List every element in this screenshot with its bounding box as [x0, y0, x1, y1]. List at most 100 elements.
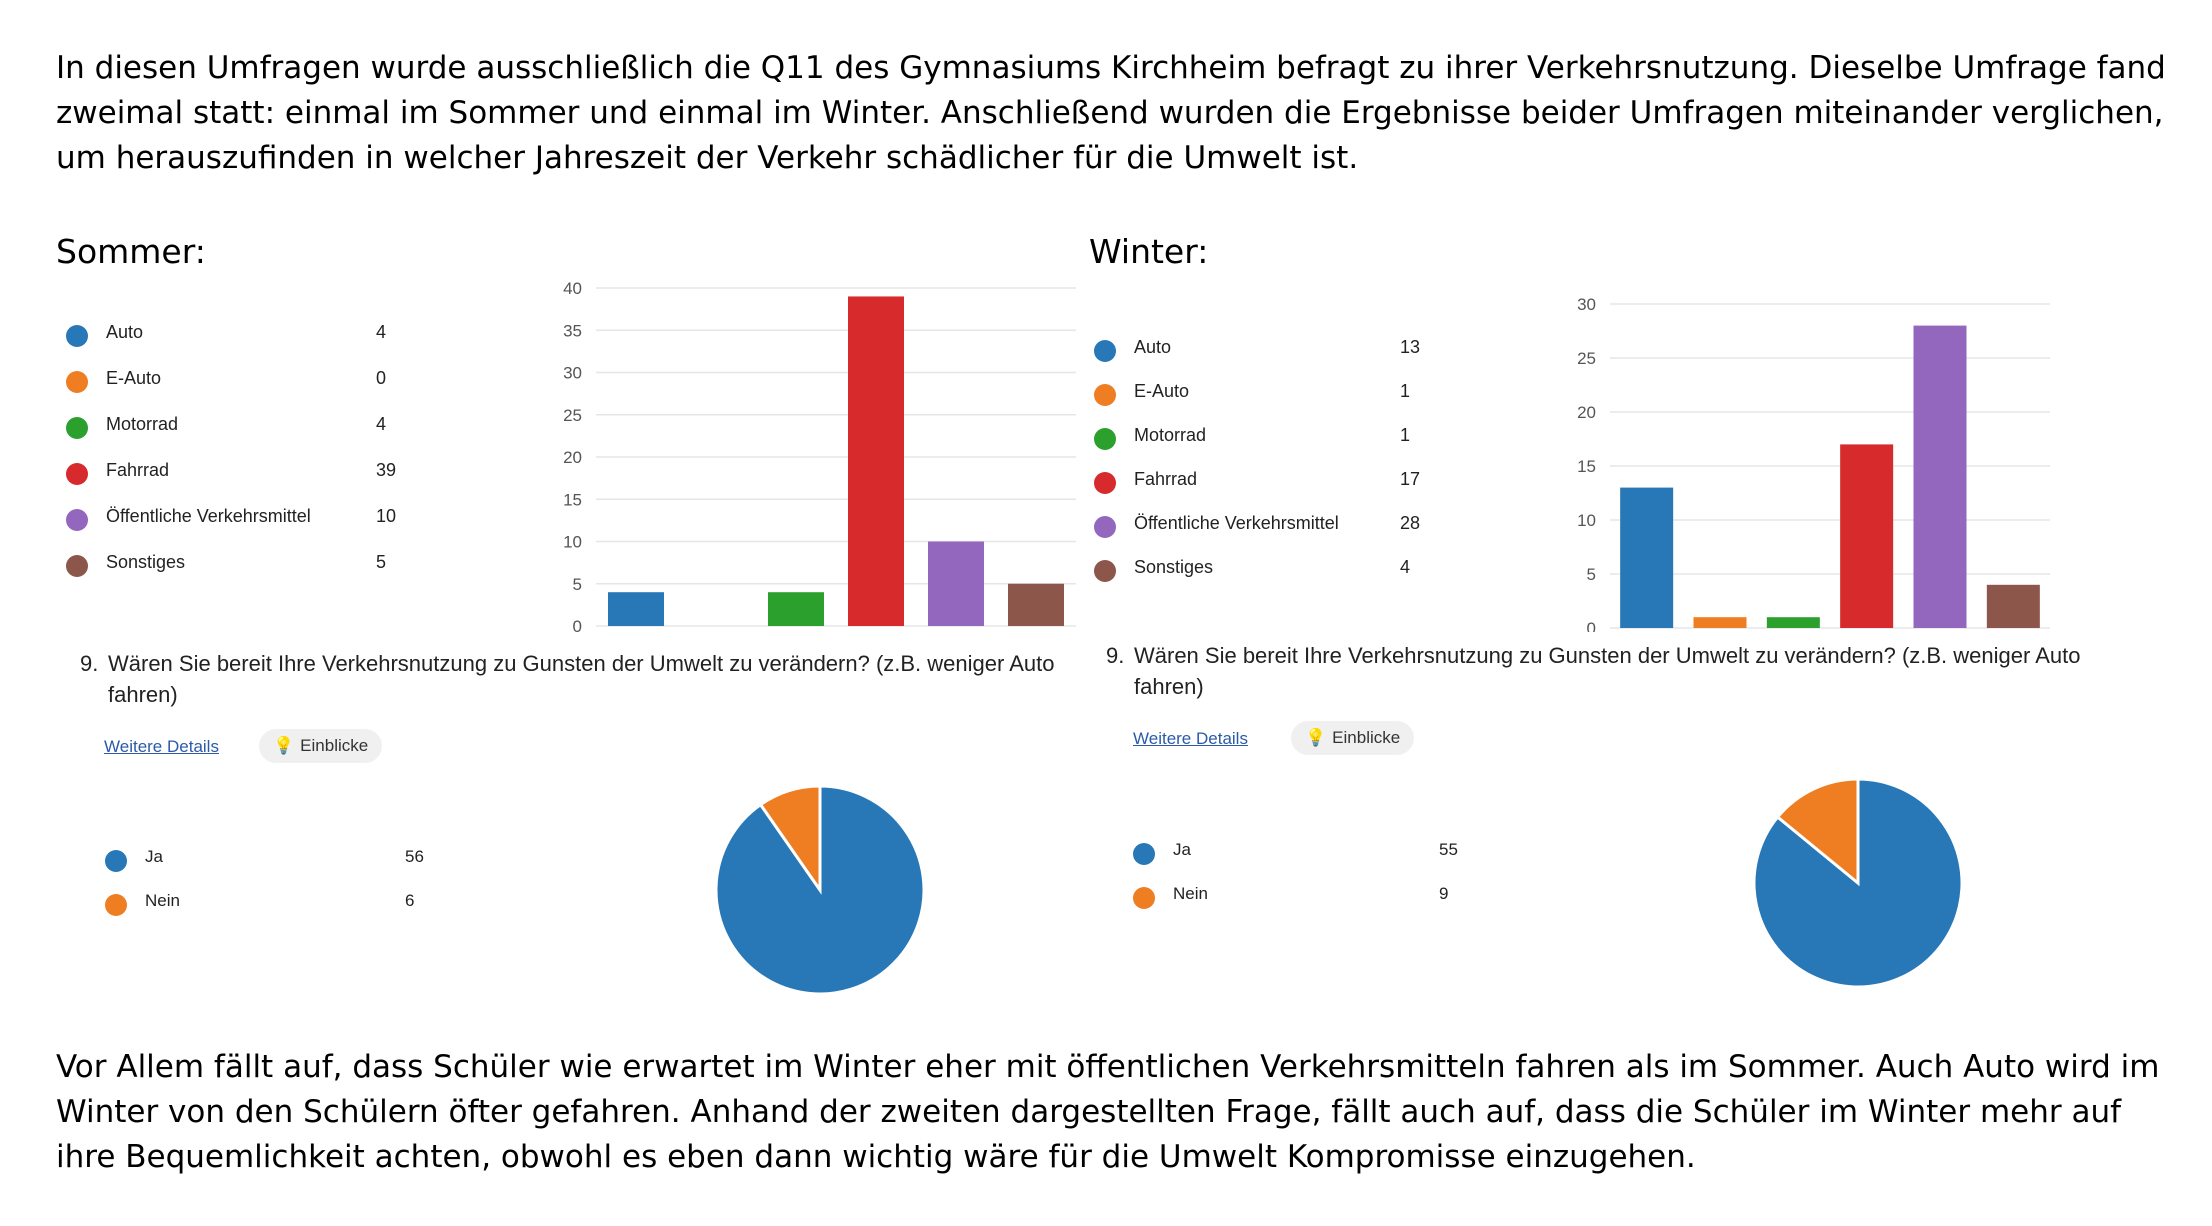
- legend-swatch: [1094, 472, 1116, 494]
- y-tick-label: 35: [563, 321, 582, 340]
- sommer-bar-chart: 0 5 10 15 20 25 30 35 40: [563, 279, 1076, 632]
- legend-value: 55: [1439, 840, 1458, 859]
- legend-swatch: [66, 463, 88, 485]
- legend-swatch: [1133, 887, 1155, 909]
- bar-auto: [608, 592, 664, 626]
- legend-label: Auto: [1134, 337, 1172, 357]
- sommer-pie-chart: [714, 784, 926, 996]
- sommer-details-link[interactable]: Weitere Details: [104, 737, 219, 756]
- legend-value: 56: [405, 847, 424, 866]
- intro-paragraph: In diesen Umfragen wurde ausschließlich …: [56, 50, 2166, 176]
- legend-item-nein: Nein 9: [1133, 882, 1499, 912]
- legend-swatch: [66, 509, 88, 531]
- sommer-title: Sommer:: [56, 232, 206, 271]
- winter-pie-chart: [1752, 777, 1964, 989]
- legend-value: 13: [1400, 337, 1421, 357]
- legend-label: E-Auto: [106, 368, 162, 388]
- legend-item-fahrrad: Fahrrad 39: [66, 458, 436, 488]
- sommer-pie-legend: Ja 56 Nein 6: [105, 845, 445, 925]
- legend-item-sonstiges: Sonstiges 4: [1094, 555, 1460, 585]
- y-tick-label: 5: [1587, 565, 1596, 584]
- sommer-question: 9. Wären Sie bereit Ihre Verkehrsnutzung…: [80, 648, 1070, 718]
- legend-value: 4: [376, 322, 387, 342]
- legend-item-ja: Ja 56: [105, 845, 465, 875]
- winter-insights-label: Einblicke: [1332, 728, 1401, 747]
- legend-label: Motorrad: [1134, 425, 1207, 445]
- y-tick-label: 15: [1577, 457, 1596, 476]
- legend-label: Nein: [145, 891, 180, 910]
- bar-sonstiges: [1986, 584, 2040, 628]
- bar-oeffentliche-verkehrsmittel: [928, 541, 984, 626]
- lightbulb-icon: 💡: [273, 736, 295, 755]
- legend-swatch: [105, 894, 127, 916]
- sommer-question-text: Wären Sie bereit Ihre Verkehrsnutzung zu…: [108, 651, 1055, 707]
- legend-label: Fahrrad: [106, 460, 170, 480]
- winter-bar-chart: 0 5 10 15 20 25 30: [1577, 295, 2050, 632]
- legend-value: 5: [376, 552, 387, 572]
- legend-value: 4: [376, 414, 387, 434]
- legend-swatch: [105, 850, 127, 872]
- winter-question-text: Wären Sie bereit Ihre Verkehrsnutzung zu…: [1134, 643, 2081, 699]
- legend-label: Motorrad: [106, 414, 179, 434]
- legend-swatch: [1094, 428, 1116, 450]
- legend-value: 28: [1400, 513, 1421, 533]
- legend-item-motorrad: Motorrad 1: [1094, 423, 1460, 453]
- bar-fahrrad: [1840, 444, 1894, 628]
- winter-details-link[interactable]: Weitere Details: [1133, 729, 1248, 748]
- y-tick-label: 40: [563, 279, 582, 298]
- y-tick-label: 25: [1577, 349, 1596, 368]
- bar-fahrrad: [848, 296, 904, 626]
- bar-sonstiges: [1008, 583, 1064, 626]
- y-tick-label: 20: [1577, 403, 1596, 422]
- y-tick-label: 5: [573, 575, 582, 594]
- legend-swatch: [66, 417, 88, 439]
- winter-pie-legend: Ja 55 Nein 9: [1133, 838, 1473, 918]
- legend-swatch: [66, 325, 88, 347]
- lightbulb-icon: 💡: [1305, 728, 1327, 747]
- legend-item-e-auto: E-Auto 1: [1094, 379, 1460, 409]
- legend-label: Auto: [106, 322, 144, 342]
- bar-motorrad: [768, 592, 824, 626]
- legend-value: 17: [1400, 469, 1421, 489]
- legend-item-auto: Auto 13: [1094, 335, 1460, 365]
- winter-question: 9. Wären Sie bereit Ihre Verkehrsnutzung…: [1106, 640, 2106, 710]
- legend-label: Öffentliche Verkehrsmittel: [1134, 513, 1339, 533]
- y-tick-label: 20: [563, 448, 582, 467]
- legend-label: Öffentliche Verkehrsmittel: [106, 506, 311, 526]
- legend-item-fahrrad: Fahrrad 17: [1094, 467, 1460, 497]
- legend-item-e-auto: E-Auto 0: [66, 366, 436, 396]
- y-tick-label: 25: [563, 406, 582, 425]
- pie-slice-nein: [758, 784, 822, 895]
- winter-question-number: 9.: [1106, 643, 1125, 668]
- y-tick-label: 30: [1577, 295, 1596, 314]
- legend-item-nein: Nein 6: [105, 889, 465, 919]
- sommer-insights-label: Einblicke: [300, 736, 369, 755]
- legend-label: Nein: [1173, 884, 1208, 903]
- pie-slice-nein: [1775, 777, 1860, 887]
- bar-oeffentliche-verkehrsmittel: [1913, 325, 1967, 628]
- legend-value: 1: [1400, 425, 1411, 445]
- sommer-insights-button[interactable]: 💡 Einblicke: [259, 729, 383, 763]
- legend-label: Ja: [1173, 840, 1191, 859]
- y-tick-label: 0: [573, 617, 582, 632]
- winter-bar-legend: Auto 13 E-Auto 1 Motorrad 1 Fahrrad 17 Öffentlic…: [1094, 335, 1434, 615]
- legend-swatch: [1133, 843, 1155, 865]
- legend-swatch: [66, 371, 88, 393]
- legend-item-oeffentliche-verkehrsmittel: Öffentliche Verkehrsmittel 10: [66, 504, 436, 534]
- legend-value: 0: [376, 368, 387, 388]
- legend-label: Fahrrad: [1134, 469, 1198, 489]
- legend-swatch: [66, 555, 88, 577]
- winter-insights-button[interactable]: 💡 Einblicke: [1291, 721, 1415, 755]
- legend-swatch: [1094, 516, 1116, 538]
- sommer-question-number: 9.: [80, 651, 99, 676]
- legend-value: 10: [376, 506, 397, 526]
- legend-value: 4: [1400, 557, 1411, 577]
- legend-label: Ja: [145, 847, 163, 866]
- winter-title: Winter:: [1089, 232, 1209, 271]
- bar-motorrad: [1766, 617, 1820, 628]
- legend-item-ja: Ja 55: [1133, 838, 1499, 868]
- bar-auto: [1620, 487, 1674, 628]
- y-tick-label: 15: [563, 490, 582, 509]
- legend-item-oeffentliche-verkehrsmittel: Öffentliche Verkehrsmittel 28: [1094, 511, 1460, 541]
- legend-swatch: [1094, 384, 1116, 406]
